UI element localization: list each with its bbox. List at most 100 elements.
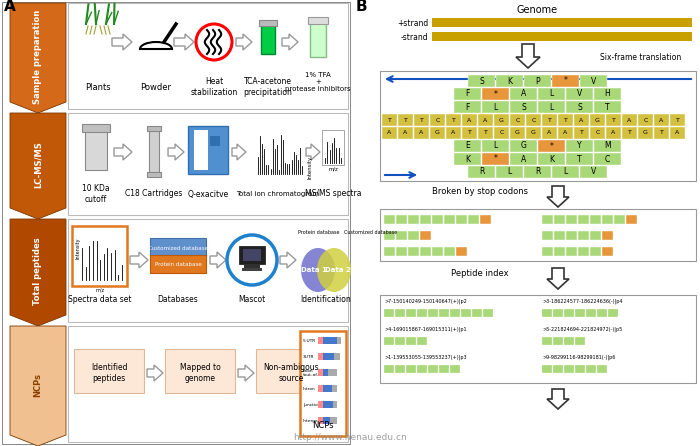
Text: >4-169015867-169015311(+)|p1: >4-169015867-169015311(+)|p1 xyxy=(384,326,467,332)
Polygon shape xyxy=(10,3,66,113)
Polygon shape xyxy=(10,219,66,326)
Bar xyxy=(74,349,144,393)
Bar xyxy=(566,215,577,224)
Bar xyxy=(553,309,563,317)
Text: G: G xyxy=(499,117,504,123)
Bar xyxy=(384,231,395,240)
Polygon shape xyxy=(547,268,569,289)
Bar xyxy=(2,2,350,444)
Text: Peptide index: Peptide index xyxy=(452,268,509,277)
Text: Six-frame translation: Six-frame translation xyxy=(600,53,681,62)
Bar xyxy=(578,231,589,240)
Bar xyxy=(396,231,407,240)
Bar xyxy=(614,215,625,224)
Bar xyxy=(566,101,593,113)
Text: Intensity: Intensity xyxy=(76,237,80,259)
Bar xyxy=(594,153,621,165)
Bar xyxy=(310,22,326,57)
Bar xyxy=(150,255,206,273)
Polygon shape xyxy=(232,144,246,160)
Bar xyxy=(461,309,471,317)
Polygon shape xyxy=(10,113,66,219)
Text: C: C xyxy=(515,117,519,123)
Bar xyxy=(496,166,523,178)
Bar xyxy=(323,337,337,344)
Bar xyxy=(554,215,565,224)
Bar xyxy=(323,385,332,392)
Bar xyxy=(323,369,328,376)
Polygon shape xyxy=(238,365,254,381)
Text: Identified
peptides: Identified peptides xyxy=(91,363,127,383)
Bar xyxy=(552,75,579,87)
Polygon shape xyxy=(112,34,132,50)
Text: L: L xyxy=(550,90,554,99)
Text: G: G xyxy=(515,131,520,136)
Text: Genome: Genome xyxy=(517,5,558,15)
Text: A: A xyxy=(627,117,631,123)
Bar xyxy=(480,215,491,224)
Bar xyxy=(566,247,577,256)
Bar xyxy=(590,247,601,256)
Bar xyxy=(482,101,509,113)
Polygon shape xyxy=(306,144,320,160)
Bar xyxy=(406,309,416,317)
Bar xyxy=(332,385,337,392)
Text: C: C xyxy=(531,117,536,123)
Bar xyxy=(323,353,334,360)
Bar xyxy=(566,231,577,240)
Bar xyxy=(542,247,553,256)
Text: S: S xyxy=(521,103,526,112)
Bar xyxy=(608,309,618,317)
Bar xyxy=(308,17,328,24)
Polygon shape xyxy=(114,144,132,160)
Text: Protein database: Protein database xyxy=(155,263,202,268)
Text: A: A xyxy=(468,117,472,123)
Polygon shape xyxy=(516,44,540,68)
Text: Broken by stop codons: Broken by stop codons xyxy=(432,186,528,195)
Bar xyxy=(439,309,449,317)
Ellipse shape xyxy=(301,248,335,292)
Text: *: * xyxy=(564,77,568,86)
Bar xyxy=(380,71,696,181)
Text: Intergenic: Intergenic xyxy=(303,419,325,423)
Bar xyxy=(553,365,563,373)
Polygon shape xyxy=(329,365,340,381)
Bar xyxy=(432,18,692,27)
Text: C: C xyxy=(643,117,648,123)
Bar xyxy=(578,247,589,256)
Text: TCA-acetone
precipitation: TCA-acetone precipitation xyxy=(244,77,293,97)
Text: G: G xyxy=(435,131,440,136)
Text: 10 KDa
cutoff: 10 KDa cutoff xyxy=(82,184,110,204)
Bar xyxy=(494,127,509,139)
Ellipse shape xyxy=(317,248,351,292)
Bar xyxy=(602,215,613,224)
Bar xyxy=(384,215,395,224)
Bar xyxy=(552,166,579,178)
Bar xyxy=(318,353,323,360)
Bar xyxy=(210,136,220,146)
Bar xyxy=(149,130,159,172)
Bar xyxy=(575,337,585,345)
Bar xyxy=(554,247,565,256)
Text: Customized database: Customized database xyxy=(148,245,208,251)
Text: R: R xyxy=(479,168,484,177)
Polygon shape xyxy=(280,252,296,268)
Text: Sample preparation: Sample preparation xyxy=(34,10,43,104)
Text: A: A xyxy=(4,0,15,14)
Text: >9-98299116-98299181(-)|p6: >9-98299116-98299181(-)|p6 xyxy=(542,354,615,360)
Bar xyxy=(478,114,493,126)
Text: A: A xyxy=(580,117,584,123)
Text: m/z: m/z xyxy=(95,288,104,293)
Bar xyxy=(606,127,621,139)
Polygon shape xyxy=(174,34,194,50)
Text: T: T xyxy=(419,117,424,123)
Text: 1% TFA
+
protease inhibitors: 1% TFA + protease inhibitors xyxy=(285,72,351,92)
Text: L: L xyxy=(494,103,498,112)
Text: Mapped to
genome: Mapped to genome xyxy=(180,363,220,383)
Text: Mascot: Mascot xyxy=(239,296,265,305)
Bar xyxy=(510,114,525,126)
Bar xyxy=(417,309,427,317)
Bar xyxy=(638,127,653,139)
Bar xyxy=(318,385,323,392)
Text: Plants: Plants xyxy=(85,83,111,91)
